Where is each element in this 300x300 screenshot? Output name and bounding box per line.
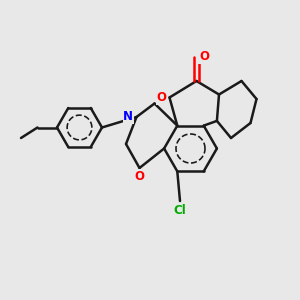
Text: Cl: Cl [174,203,186,217]
Text: O: O [199,50,209,64]
Text: N: N [123,110,133,124]
Text: O: O [156,91,166,104]
Text: O: O [134,170,145,183]
